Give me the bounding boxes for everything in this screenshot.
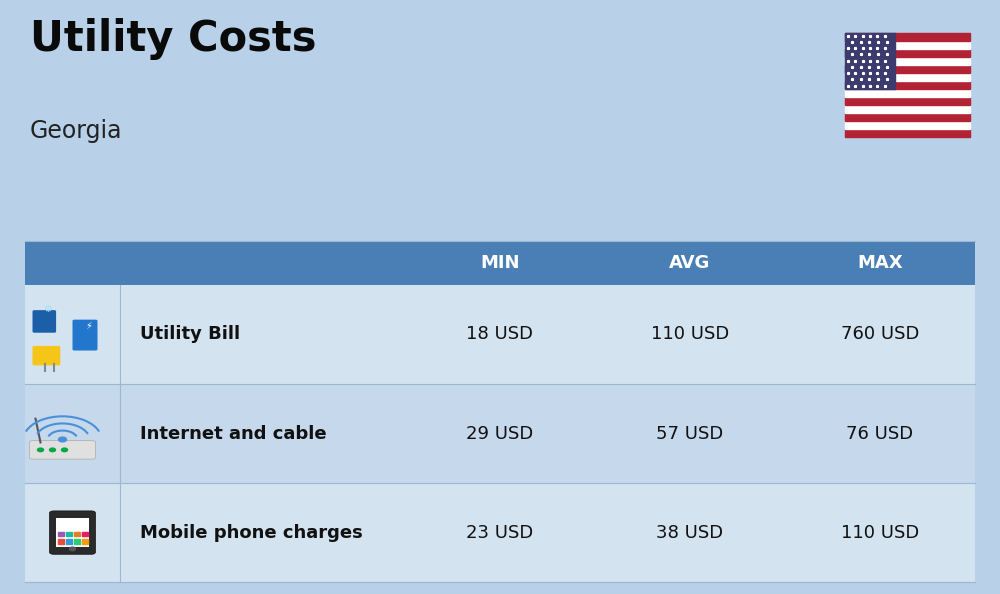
FancyBboxPatch shape bbox=[56, 518, 88, 547]
Text: 38 USD: 38 USD bbox=[656, 523, 724, 542]
Bar bbox=[58, 539, 64, 544]
Circle shape bbox=[70, 547, 76, 551]
Bar bbox=[845, 49, 970, 56]
FancyBboxPatch shape bbox=[30, 441, 96, 459]
Text: 760 USD: 760 USD bbox=[841, 326, 919, 343]
Bar bbox=[82, 539, 88, 544]
Text: 18 USD: 18 USD bbox=[466, 326, 534, 343]
Bar bbox=[845, 129, 970, 137]
Bar bbox=[845, 40, 970, 49]
Bar bbox=[845, 65, 970, 72]
Text: Georgia: Georgia bbox=[30, 119, 122, 143]
Bar bbox=[74, 539, 80, 544]
Text: 23 USD: 23 USD bbox=[466, 523, 534, 542]
Bar bbox=[74, 532, 80, 536]
Bar bbox=[58, 532, 64, 536]
Circle shape bbox=[49, 448, 55, 451]
Bar bbox=[845, 113, 970, 121]
Bar bbox=[845, 81, 970, 89]
Text: AVG: AVG bbox=[669, 254, 711, 272]
Text: 110 USD: 110 USD bbox=[651, 326, 729, 343]
FancyBboxPatch shape bbox=[25, 384, 975, 483]
FancyBboxPatch shape bbox=[72, 320, 98, 350]
Bar bbox=[845, 72, 970, 81]
Text: Utility Costs: Utility Costs bbox=[30, 18, 316, 60]
FancyBboxPatch shape bbox=[32, 310, 56, 333]
FancyBboxPatch shape bbox=[32, 346, 60, 365]
FancyBboxPatch shape bbox=[49, 511, 95, 554]
FancyBboxPatch shape bbox=[25, 241, 975, 285]
Text: ⚡: ⚡ bbox=[85, 321, 92, 331]
Text: Internet and cable: Internet and cable bbox=[140, 425, 327, 443]
Text: MIN: MIN bbox=[480, 254, 520, 272]
Bar bbox=[845, 121, 970, 129]
Bar bbox=[66, 532, 72, 536]
Bar bbox=[845, 33, 970, 40]
Circle shape bbox=[62, 448, 68, 451]
Text: 29 USD: 29 USD bbox=[466, 425, 534, 443]
Text: Mobile phone charges: Mobile phone charges bbox=[140, 523, 363, 542]
Bar bbox=[845, 33, 895, 89]
Circle shape bbox=[58, 437, 66, 442]
Text: 76 USD: 76 USD bbox=[846, 425, 914, 443]
Bar bbox=[845, 97, 970, 105]
Text: MAX: MAX bbox=[857, 254, 903, 272]
Bar bbox=[82, 532, 88, 536]
Bar bbox=[845, 105, 970, 113]
FancyBboxPatch shape bbox=[25, 483, 975, 582]
Text: Utility Bill: Utility Bill bbox=[140, 326, 240, 343]
Bar bbox=[66, 539, 72, 544]
Bar bbox=[845, 89, 970, 97]
FancyBboxPatch shape bbox=[25, 285, 975, 384]
Bar bbox=[845, 56, 970, 65]
Text: ⚙: ⚙ bbox=[43, 304, 52, 314]
Text: 57 USD: 57 USD bbox=[656, 425, 724, 443]
Text: 110 USD: 110 USD bbox=[841, 523, 919, 542]
Circle shape bbox=[37, 448, 44, 451]
